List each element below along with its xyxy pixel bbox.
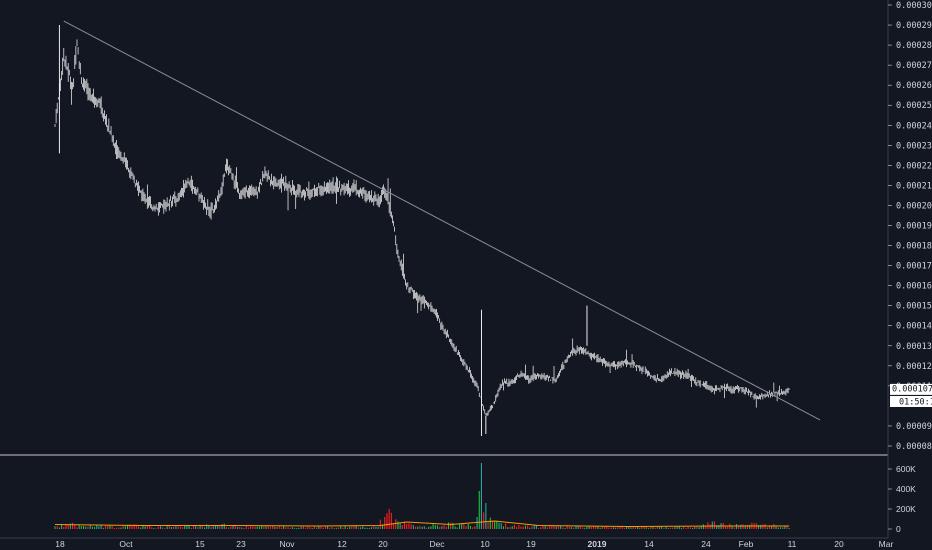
price-tick-label: 0.00030000 [896, 1, 932, 11]
time-tick-label: 2019 [588, 539, 607, 549]
last-price-background [890, 383, 932, 395]
time-tick-label: 23 [236, 539, 246, 549]
price-tick-label: 0.00013000 [896, 342, 932, 352]
volume-tick-label: 0 [896, 524, 901, 534]
price-tick-label: 0.00018000 [896, 242, 932, 252]
price-tick-label: 0.00015000 [896, 302, 932, 312]
price-tick-label: 0.00025000 [896, 101, 932, 111]
price-tick-label: 0.00017000 [896, 262, 932, 272]
price-tick-label: 0.00022000 [896, 161, 932, 171]
price-tick-label: 0.00012000 [896, 362, 932, 372]
time-tick-label: Feb [739, 539, 754, 549]
countdown-background [890, 396, 932, 407]
price-tick-label: 0.00009000 [896, 422, 932, 432]
price-tick-label: 0.00008000 [896, 442, 932, 452]
time-tick-label: 18 [55, 539, 65, 549]
price-tick-label: 0.00016000 [896, 282, 932, 292]
volume-axis[interactable]: 600K 400K 200K 0 [888, 464, 916, 534]
price-tick-label: 0.00028000 [896, 41, 932, 51]
countdown-label: 01:50:16 [899, 398, 932, 408]
price-tick-label: 0.00029000 [896, 21, 932, 31]
price-tick-label: 0.00023000 [896, 141, 932, 151]
time-tick-label: 15 [195, 539, 205, 549]
time-axis[interactable]: 18 Oct 15 23 Nov 12 20 Dec 10 19 2019 14 24 Feb 11 20 Ma… [55, 539, 893, 549]
time-tick-label: Mar [879, 539, 894, 549]
time-tick-label: Oct [119, 539, 133, 549]
price-tick-label: 0.00026000 [896, 81, 932, 91]
time-tick-label: 12 [337, 539, 347, 549]
price-tick-label: 0.00027000 [896, 61, 932, 71]
volume-tick-label: 200K [896, 504, 916, 514]
price-tick-label: 0.00019000 [896, 222, 932, 232]
trend-line[interactable] [63, 20, 821, 421]
price-tick-label: 0.00021000 [896, 181, 932, 191]
price-tick-label: 0.00020000 [896, 201, 932, 211]
countdown-badge: 01:50:16 [890, 396, 932, 408]
time-tick-label: Nov [279, 539, 295, 549]
volume-moving-average [54, 520, 790, 528]
time-tick-label: Dec [429, 539, 445, 549]
price-tick-label: 0.00024000 [896, 121, 932, 131]
time-tick-label: 24 [701, 539, 711, 549]
time-tick-label: 20 [378, 539, 388, 549]
price-tick-label: 0.00014000 [896, 322, 932, 332]
time-tick-label: 14 [644, 539, 654, 549]
time-tick-label: 20 [834, 539, 844, 549]
volume-tick-label: 600K [896, 464, 916, 474]
last-price-badge: 0.00010799 [890, 383, 932, 395]
candlestick-series [54, 25, 790, 436]
volume-series [54, 463, 790, 529]
time-tick-label: 11 [788, 539, 797, 549]
time-tick-label: 19 [526, 539, 536, 549]
volume-tick-label: 400K [896, 484, 916, 494]
time-tick-label: 10 [480, 539, 490, 549]
last-price-label: 0.00010799 [892, 385, 932, 395]
